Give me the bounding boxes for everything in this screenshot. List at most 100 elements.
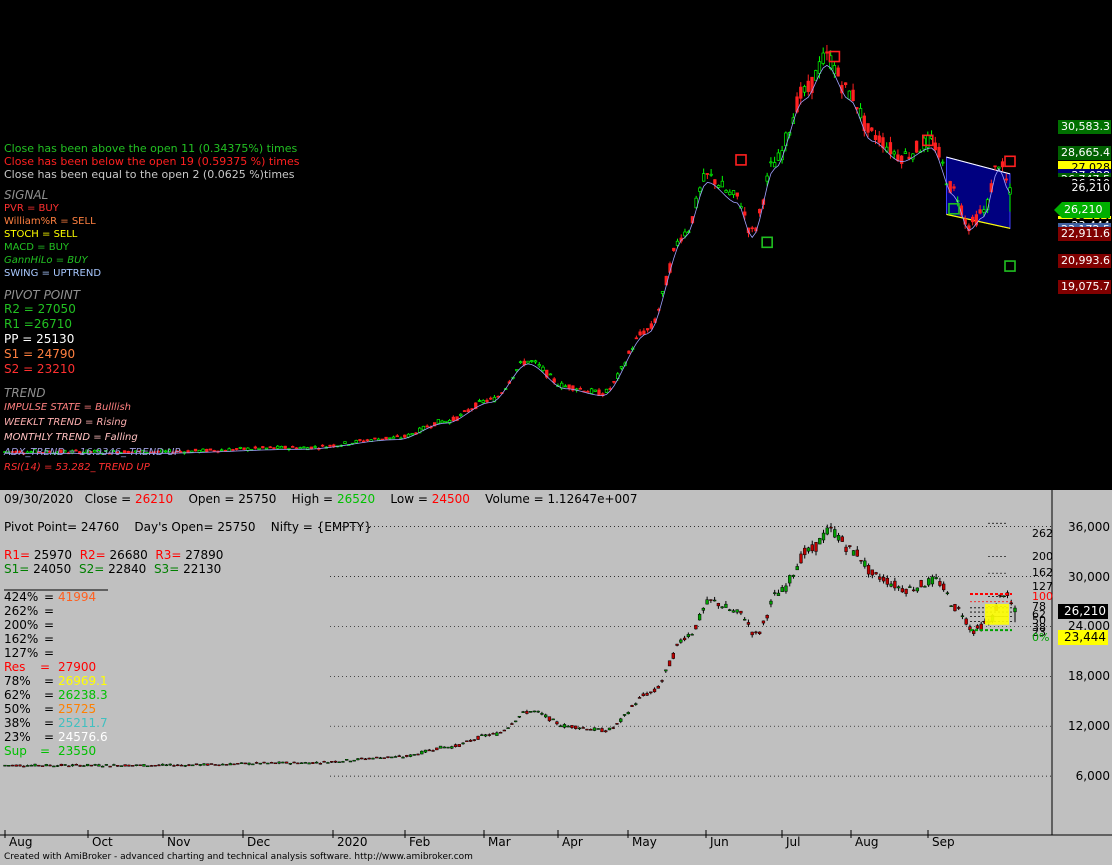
- candle-body: [530, 360, 534, 362]
- fib-value: 26238.3: [58, 688, 108, 702]
- pivot-item: S1 = 24790: [4, 347, 76, 361]
- candle-body: [518, 361, 523, 364]
- candle-body: [574, 725, 578, 729]
- candle-body: [806, 80, 810, 92]
- candle-body: [848, 545, 852, 547]
- candle-body: [384, 436, 388, 440]
- fib-label: 23%: [4, 730, 31, 744]
- signal-item: William%R = SELL: [4, 216, 96, 227]
- candle-body: [515, 369, 519, 372]
- candle-body: [709, 173, 713, 176]
- candle-body: [401, 756, 405, 759]
- candle-body: [160, 449, 164, 453]
- fib-label: 38%: [4, 716, 31, 730]
- candle-body: [634, 337, 639, 340]
- candle-body: [283, 445, 287, 449]
- candle-body: [784, 585, 788, 592]
- candle-body: [418, 427, 422, 434]
- candle-body: [544, 714, 548, 718]
- candle-body: [705, 599, 709, 605]
- month-label: 2020: [337, 835, 368, 849]
- lower-chart-svg[interactable]: [0, 490, 1112, 865]
- candle-body: [597, 389, 601, 397]
- candle-body: [108, 765, 112, 768]
- candle-body: [254, 762, 259, 764]
- candle-body: [127, 764, 131, 767]
- candle-body: [810, 544, 814, 552]
- candle-body: [365, 439, 370, 442]
- candle-body: [892, 151, 896, 155]
- candle-body: [559, 725, 563, 728]
- candle-body: [877, 135, 881, 143]
- candle-body: [427, 749, 431, 752]
- red-signal-box: [735, 154, 747, 166]
- candle-body: [421, 425, 426, 431]
- r1-label: R1=: [4, 548, 31, 562]
- candle-body: [974, 214, 979, 226]
- candle-body: [746, 622, 751, 625]
- candle-body: [806, 547, 811, 552]
- candle-body: [330, 761, 334, 763]
- candle-body: [432, 422, 437, 427]
- price-label: 22,911.6: [1058, 227, 1111, 241]
- candle-body: [567, 384, 571, 390]
- candle-body: [731, 610, 736, 613]
- candle-body: [74, 764, 78, 766]
- candle-body: [281, 761, 285, 764]
- candle-body: [938, 581, 942, 586]
- candle-body: [810, 76, 814, 93]
- r2-value: 26680: [109, 548, 148, 562]
- candle-body: [907, 156, 911, 159]
- candle-body: [855, 549, 859, 557]
- fib-label: 200%: [4, 618, 39, 632]
- candle-body: [7, 765, 11, 767]
- candle-body: [408, 754, 413, 757]
- candle-body: [619, 718, 623, 722]
- candle-body: [7, 451, 11, 454]
- price-chart-svg[interactable]: [0, 0, 1112, 490]
- candle-body: [258, 762, 262, 765]
- candle-body: [247, 762, 251, 765]
- fib-eq: =: [44, 716, 55, 730]
- candle-body: [526, 360, 530, 364]
- fib-row: 424% = 41994: [4, 590, 134, 604]
- r1-value: 25970: [33, 548, 73, 562]
- month-label: Sep: [932, 835, 955, 849]
- y-axis-label: 18,000: [1068, 669, 1110, 683]
- fib-level-table: 424% = 41994 262% = 200% = 162% = 127% = Res = 27900 7…: [4, 590, 134, 758]
- fib-row: 23% = 24576.6: [4, 730, 134, 744]
- candle-body: [348, 760, 353, 763]
- candle-body: [70, 764, 75, 767]
- lower-chart-panel[interactable]: 09/30/2020 Close = 26210 Open = 25750 Hi…: [0, 490, 1112, 865]
- candle-body: [1009, 602, 1013, 605]
- candle-body: [694, 624, 698, 630]
- candle-body: [191, 764, 195, 767]
- candle-body: [716, 185, 721, 188]
- candle-body: [93, 764, 97, 766]
- red-signal-box: [1004, 155, 1016, 168]
- channel-top-line: [946, 156, 1011, 175]
- candle-body: [754, 631, 758, 634]
- candle-body: [772, 162, 777, 168]
- pivot-list: R2 = 27050 R1 =26710 PP = 25130 S1 = 24790 S…: [4, 302, 80, 377]
- candle-body: [89, 451, 93, 453]
- s1-label: S1=: [4, 562, 30, 576]
- candle-body: [168, 763, 172, 766]
- pivot-item: R1 =26710: [4, 317, 73, 331]
- s1-value: 24050: [33, 562, 72, 576]
- candle-body: [612, 380, 616, 383]
- candle-body: [356, 758, 360, 761]
- month-label: Aug: [855, 835, 879, 849]
- signal-item: PVR = BUY: [4, 203, 59, 214]
- candle-body: [305, 447, 310, 451]
- fib-label: 50%: [4, 702, 31, 716]
- price-chart-panel[interactable]: Close has been above the open 11 (0.3437…: [0, 0, 1112, 490]
- candle-body: [131, 765, 135, 767]
- candle-body: [228, 763, 232, 766]
- candle-body: [634, 703, 638, 705]
- candle-body: [152, 451, 157, 454]
- fib-label: 162%: [4, 632, 39, 646]
- candle-body: [765, 175, 769, 182]
- candle-body: [513, 720, 518, 723]
- candle-body: [142, 764, 146, 767]
